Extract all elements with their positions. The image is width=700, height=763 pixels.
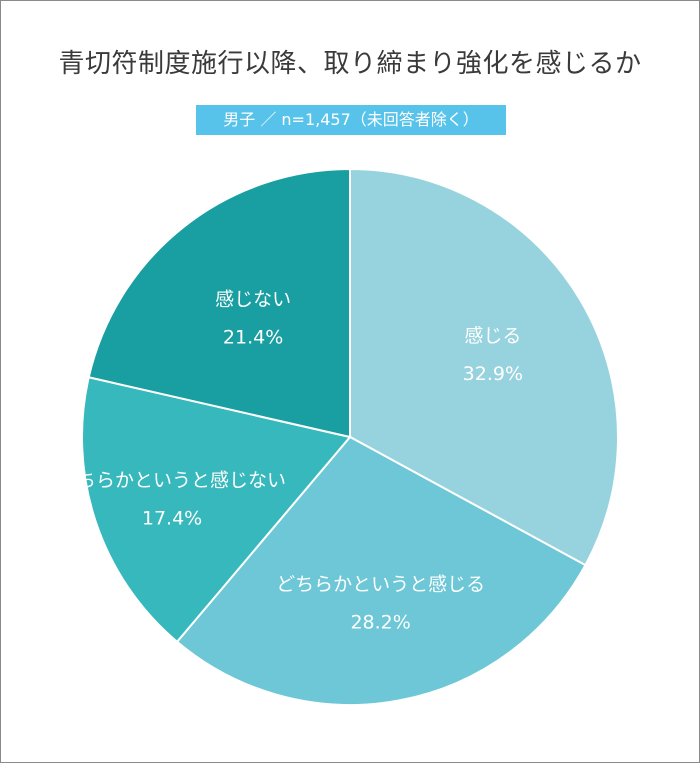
slice-kanjiru-category-label: 感じる — [464, 325, 521, 347]
slice-dochiraka-kanjinai — [81, 376, 352, 644]
slice-kanjiru — [349, 167, 619, 567]
slice-kanjinai-category-label: 感じない — [215, 288, 291, 310]
chart-title: 青切符制度施行以降、取り締まり強化を感じるか — [58, 49, 642, 79]
slice-dochiraka-kanjiru — [175, 435, 587, 706]
slice-dochiraka-kanjinai-value-label: 17.4% — [142, 507, 202, 529]
slice-dochiraka-kanjiru-category-label: どちらかというと感じる — [276, 573, 485, 595]
slice-kanjiru-value-label: 32.9% — [463, 363, 523, 385]
chart-subtitle-badge: 男子 ／ n=1,457（未回答者除く） — [196, 105, 506, 135]
slice-dochiraka-kanjiru-value-label: 28.2% — [350, 611, 410, 633]
slice-dochiraka-kanjinai-category-label: どちらかというと感じない — [58, 469, 286, 491]
slice-kanjinai-value-label: 21.4% — [223, 326, 283, 348]
slice-kanjinai — [87, 167, 351, 439]
